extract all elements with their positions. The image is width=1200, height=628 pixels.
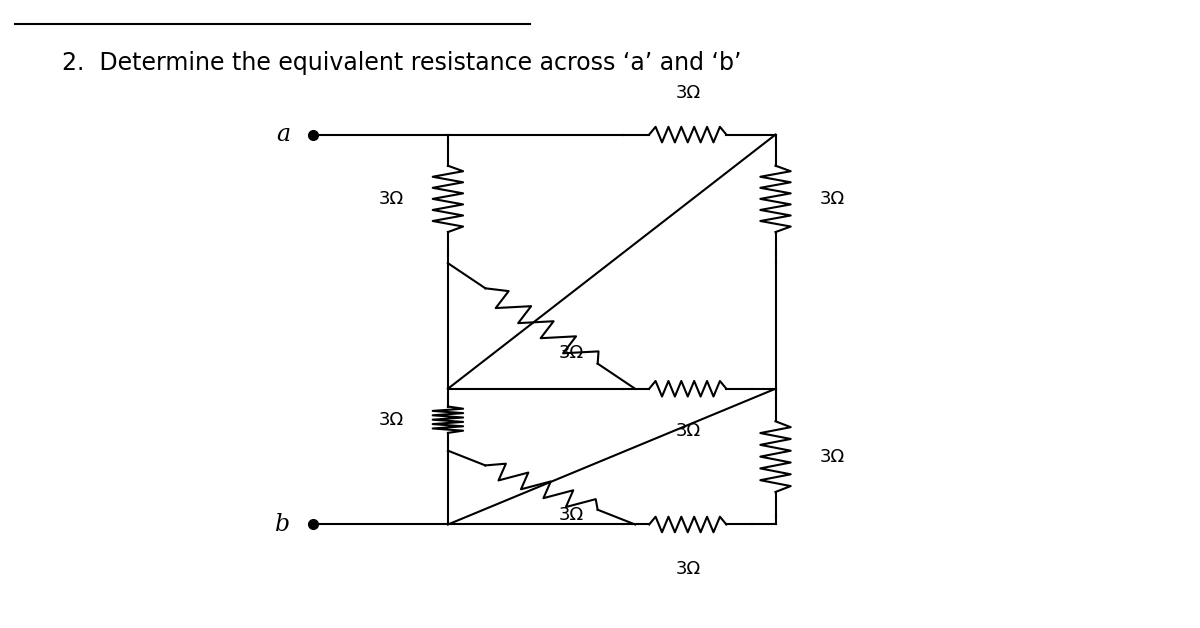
Text: 3Ω: 3Ω xyxy=(378,411,403,429)
Text: 3Ω: 3Ω xyxy=(676,560,701,578)
Text: 3Ω: 3Ω xyxy=(559,506,584,524)
Text: 3Ω: 3Ω xyxy=(820,448,845,465)
Text: 3Ω: 3Ω xyxy=(676,421,701,440)
Text: 3Ω: 3Ω xyxy=(676,84,701,102)
Text: 3Ω: 3Ω xyxy=(559,344,584,362)
Text: a: a xyxy=(276,123,290,146)
Text: 3Ω: 3Ω xyxy=(378,190,403,208)
Text: 3Ω: 3Ω xyxy=(820,190,845,208)
Text: b: b xyxy=(275,513,290,536)
Text: 2.  Determine the equivalent resistance across ‘a’ and ‘b’: 2. Determine the equivalent resistance a… xyxy=(62,51,742,75)
